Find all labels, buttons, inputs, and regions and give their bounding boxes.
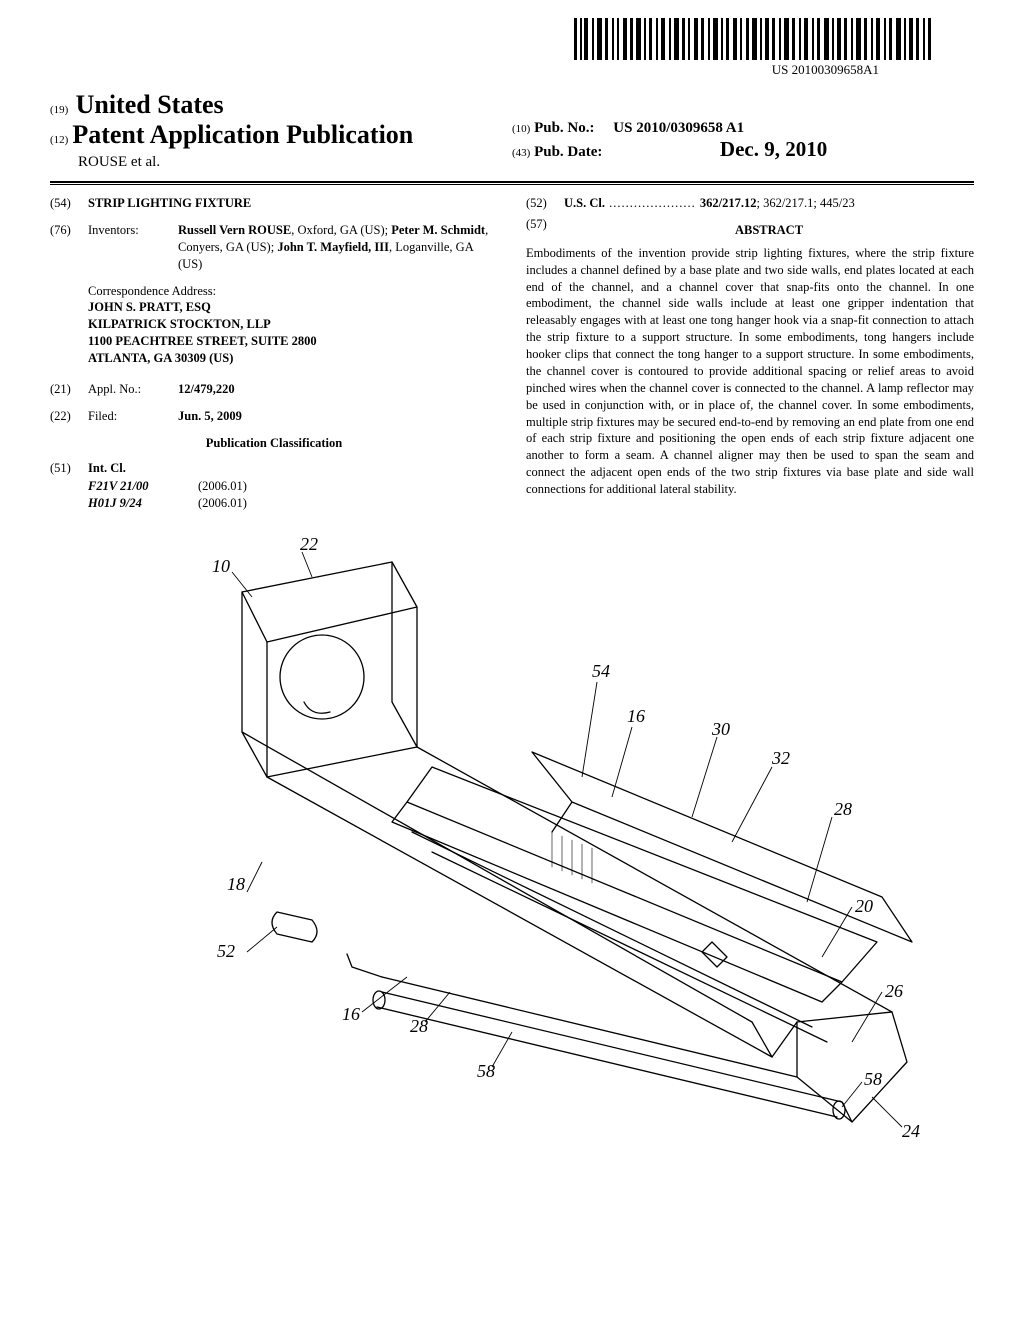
intcl-label: Int. Cl. bbox=[88, 460, 126, 477]
uscl-code: (52) bbox=[526, 195, 564, 212]
rule-thin bbox=[50, 184, 974, 185]
corr-line-3: ATLANTA, GA 30309 (US) bbox=[88, 350, 498, 367]
fig-ref-16b: 16 bbox=[342, 1004, 360, 1024]
country-name: United States bbox=[76, 90, 224, 119]
applno-label: Appl. No.: bbox=[88, 381, 178, 398]
abstract-code: (57) bbox=[526, 216, 564, 245]
fig-ref-16a: 16 bbox=[627, 706, 645, 726]
pub-date: Dec. 9, 2010 bbox=[720, 137, 827, 161]
applno-value: 12/479,220 bbox=[178, 381, 235, 398]
fig-ref-58b: 58 bbox=[864, 1069, 882, 1089]
fig-ref-20: 20 bbox=[855, 896, 873, 916]
country-code: (19) bbox=[50, 104, 68, 116]
patent-figure: 10 22 54 16 30 32 28 18 20 52 26 16 28 5… bbox=[50, 522, 974, 1142]
corr-line-0: JOHN S. PRATT, ESQ bbox=[88, 299, 498, 316]
inventors-code: (76) bbox=[50, 222, 88, 273]
fig-ref-58a: 58 bbox=[477, 1061, 495, 1081]
fig-ref-24: 24 bbox=[902, 1121, 920, 1141]
filed-value: Jun. 5, 2009 bbox=[178, 408, 242, 425]
biblio-columns: (54) STRIP LIGHTING FIXTURE (76) Invento… bbox=[50, 195, 974, 512]
pub-no-code: (10) bbox=[512, 123, 530, 135]
fig-ref-28a: 28 bbox=[834, 799, 852, 819]
fig-ref-54: 54 bbox=[592, 661, 610, 681]
pub-no-label: Pub. No.: bbox=[534, 120, 594, 136]
filed-code: (22) bbox=[50, 408, 88, 425]
inv-loc-0: , Oxford, GA (US); bbox=[291, 223, 391, 237]
doc-type: Patent Application Publication bbox=[72, 120, 413, 149]
inv-name-1: Peter M. Schmidt bbox=[391, 223, 485, 237]
fig-ref-52: 52 bbox=[217, 941, 235, 961]
title-code: (54) bbox=[50, 195, 88, 212]
intcl-sym-0: F21V 21/00 bbox=[88, 478, 198, 495]
intcl-code: (51) bbox=[50, 460, 88, 477]
title-text: STRIP LIGHTING FIXTURE bbox=[88, 195, 251, 212]
corr-label: Correspondence Address: bbox=[88, 283, 498, 300]
correspondence-block: Correspondence Address: JOHN S. PRATT, E… bbox=[88, 283, 498, 367]
pub-date-label: Pub. Date: bbox=[534, 144, 602, 160]
barcode-text: US 20100309658A1 bbox=[772, 62, 879, 78]
pub-class-heading: Publication Classification bbox=[50, 435, 498, 452]
fig-ref-32: 32 bbox=[771, 748, 790, 768]
fig-ref-10: 10 bbox=[212, 556, 230, 576]
left-column: (54) STRIP LIGHTING FIXTURE (76) Invento… bbox=[50, 195, 498, 512]
fig-ref-22: 22 bbox=[300, 534, 318, 554]
barcode bbox=[574, 18, 934, 60]
uscl-label: U.S. Cl. bbox=[564, 196, 605, 210]
intcl-ver-0: (2006.01) bbox=[198, 478, 247, 495]
uscl-main: 362/217.12 bbox=[700, 196, 757, 210]
corr-line-1: KILPATRICK STOCKTON, LLP bbox=[88, 316, 498, 333]
intcl-sym-1: H01J 9/24 bbox=[88, 495, 198, 512]
inv-name-0: Russell Vern ROUSE bbox=[178, 223, 291, 237]
corr-line-2: 1100 PEACHTREE STREET, SUITE 2800 bbox=[88, 333, 498, 350]
uscl-rest: ; 362/217.1; 445/23 bbox=[756, 196, 854, 210]
filed-label: Filed: bbox=[88, 408, 178, 425]
inv-name-2: John T. Mayfield, III bbox=[277, 240, 389, 254]
abstract-text: Embodiments of the invention provide str… bbox=[526, 245, 974, 498]
header: (19) United States (12) Patent Applicati… bbox=[50, 90, 974, 171]
abstract-heading: ABSTRACT bbox=[564, 222, 974, 239]
fig-ref-18: 18 bbox=[227, 874, 245, 894]
intcl-ver-1: (2006.01) bbox=[198, 495, 247, 512]
doc-code: (12) bbox=[50, 134, 68, 146]
authors-line: ROUSE et al. bbox=[50, 154, 512, 171]
uscl-dots: ..................... bbox=[605, 196, 700, 210]
pub-date-code: (43) bbox=[512, 147, 530, 159]
pub-no: US 2010/0309658 A1 bbox=[613, 120, 744, 136]
fig-ref-28b: 28 bbox=[410, 1016, 428, 1036]
inventors-label: Inventors: bbox=[88, 222, 178, 273]
right-column: (52) U.S. Cl. ..................... 362/… bbox=[526, 195, 974, 512]
applno-code: (21) bbox=[50, 381, 88, 398]
inventors-body: Russell Vern ROUSE, Oxford, GA (US); Pet… bbox=[178, 222, 498, 273]
fig-ref-30: 30 bbox=[711, 719, 730, 739]
rule-thick bbox=[50, 181, 974, 183]
fig-ref-26: 26 bbox=[885, 981, 903, 1001]
